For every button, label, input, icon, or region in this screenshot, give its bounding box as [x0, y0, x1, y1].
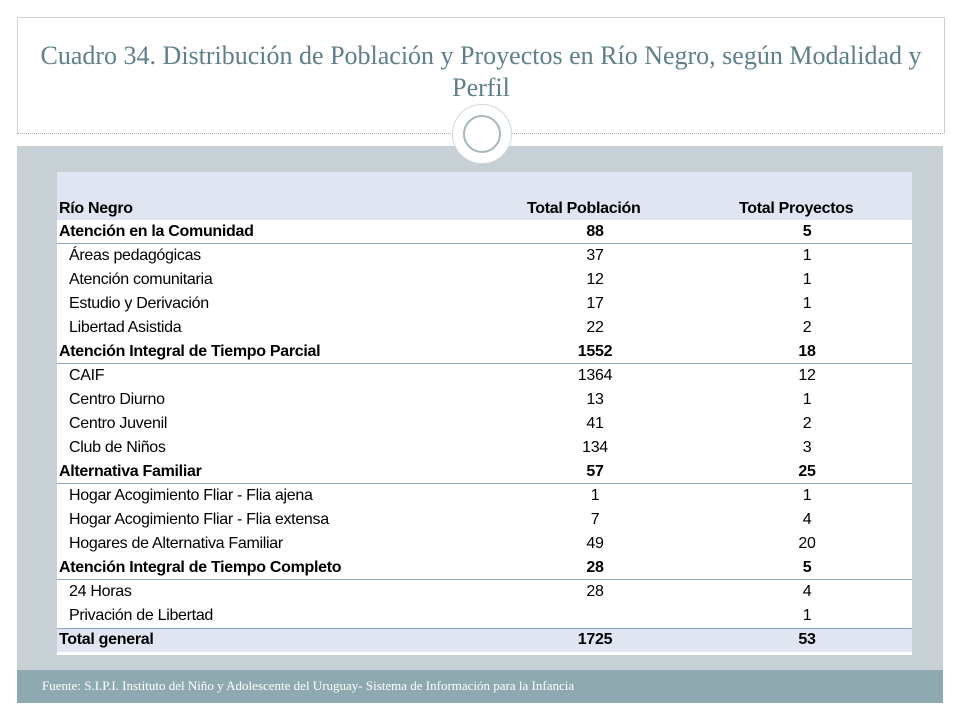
total-poblacion-cell: 28 [586, 583, 604, 600]
table-row: 24 Horas 28 4 [57, 580, 912, 604]
data-table: Río Negro Total Población Total Proyecto… [57, 172, 912, 655]
row-label: Hogar Acogimiento Fliar - Flia ajena [69, 487, 313, 504]
table-body [57, 220, 912, 655]
total-proyectos-cell: 3 [802, 439, 812, 456]
total-poblacion-cell: 37 [586, 247, 604, 264]
row-label: Centro Juvenil [69, 415, 168, 432]
row-label: Hogares de Alternativa Familiar [69, 535, 283, 552]
table-row: Hogar Acogimiento Fliar - Flia ajena 1 1 [57, 484, 912, 508]
total-poblacion-cell: 22 [586, 319, 604, 336]
total-proyectos-cell: 20 [798, 535, 816, 552]
total-poblacion-cell: 1552 [577, 343, 613, 360]
group-row: Atención Integral de Tiempo Parcial 1552 1… [57, 340, 912, 364]
slide-title: Cuadro 34. Distribución de Población y P… [40, 41, 922, 102]
footer-bar: Fuente: S.I.P.I. Instituto del Niño y Ad… [17, 670, 943, 703]
table-row: Hogares de Alternativa Familiar 49 20 [57, 532, 912, 556]
total-proyectos-cell: 2 [802, 319, 812, 336]
group-row: Atención Integral de Tiempo Completo 28 5 [57, 556, 912, 580]
circle-ornament [452, 104, 512, 164]
total-proyectos-cell: 25 [798, 463, 816, 480]
group-row: Atención en la Comunidad 88 5 [57, 220, 912, 244]
row-label: Centro Diurno [69, 391, 165, 408]
row-label: 24 Horas [69, 583, 132, 600]
circle-ornament-inner [463, 115, 501, 153]
source-note: Fuente: S.I.P.I. Instituto del Niño y Ad… [42, 678, 575, 693]
table-row: CAIF 1364 12 [57, 364, 912, 388]
total-proyectos-cell: 4 [802, 511, 812, 528]
total-poblacion-cell: 13 [586, 391, 604, 408]
row-label: Atención comunitaria [69, 271, 213, 288]
row-label: Libertad Asistida [69, 319, 182, 336]
row-label: Estudio y Derivación [69, 295, 209, 312]
total-poblacion-cell: 12 [586, 271, 604, 288]
row-label: Atención en la Comunidad [59, 223, 254, 240]
total-proyectos-cell: 12 [798, 367, 816, 384]
total-row: Total general 1725 53 [57, 628, 912, 652]
table-row: Centro Juvenil 41 2 [57, 412, 912, 436]
row-label: CAIF [69, 367, 105, 384]
row-label: Atención Integral de Tiempo Completo [59, 559, 342, 576]
header-total-poblacion: Total Población [527, 200, 641, 217]
table-row: Privación de Libertad 1 [57, 604, 912, 628]
table-row: Áreas pedagógicas 37 1 [57, 244, 912, 268]
header-total-proyectos: Total Proyectos [739, 200, 854, 217]
total-proyectos-cell: 5 [802, 223, 812, 240]
total-poblacion-cell: 1 [590, 487, 600, 504]
table-row: Atención comunitaria 12 1 [57, 268, 912, 292]
total-proyectos-cell: 1 [802, 271, 812, 288]
row-label: Hogar Acogimiento Fliar - Flia extensa [69, 511, 329, 528]
header-region: Río Negro [59, 200, 133, 217]
total-proyectos-cell: 1 [802, 247, 812, 264]
table-row: Club de Niños 134 3 [57, 436, 912, 460]
total-poblacion-cell: 41 [586, 415, 604, 432]
row-label: Atención Integral de Tiempo Parcial [59, 343, 321, 360]
total-proyectos-cell: 1 [802, 607, 812, 624]
total-proyectos-cell: 5 [802, 559, 812, 576]
row-label: Alternativa Familiar [59, 463, 202, 480]
total-proyectos-cell: 1 [802, 391, 812, 408]
total-poblacion-cell: 28 [586, 559, 604, 576]
total-proyectos-cell: 1 [802, 487, 812, 504]
total-poblacion-cell: 49 [586, 535, 604, 552]
row-label: Áreas pedagógicas [69, 247, 201, 264]
group-row: Alternativa Familiar 57 25 [57, 460, 912, 484]
table-row: Estudio y Derivación 17 1 [57, 292, 912, 316]
table-row: Centro Diurno 13 1 [57, 388, 912, 412]
row-label: Total general [59, 631, 154, 648]
total-poblacion-cell: 17 [586, 295, 604, 312]
total-poblacion-cell: 1725 [577, 631, 613, 648]
total-proyectos-cell: 53 [798, 631, 816, 648]
table-row: Libertad Asistida 22 2 [57, 316, 912, 340]
total-poblacion-cell: 134 [582, 439, 608, 456]
row-label: Privación de Libertad [69, 607, 214, 624]
total-poblacion-cell: 7 [590, 511, 600, 528]
total-proyectos-cell: 18 [798, 343, 816, 360]
total-proyectos-cell: 4 [802, 583, 812, 600]
table-header: Río Negro Total Población Total Proyecto… [57, 172, 912, 220]
total-proyectos-cell: 2 [802, 415, 812, 432]
total-proyectos-cell: 1 [802, 295, 812, 312]
total-poblacion-cell: 57 [586, 463, 604, 480]
total-poblacion-cell: 88 [586, 223, 604, 240]
total-poblacion-cell: 1364 [577, 367, 613, 384]
table-row: Hogar Acogimiento Fliar - Flia extensa 7 4 [57, 508, 912, 532]
row-label: Club de Niños [69, 439, 166, 456]
